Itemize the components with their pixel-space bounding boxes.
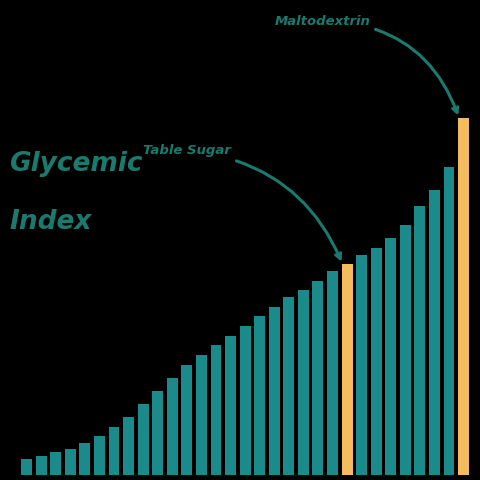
Bar [211, 346, 221, 475]
Bar [429, 190, 440, 475]
Bar [327, 271, 338, 475]
Bar [108, 427, 120, 475]
Bar [400, 226, 411, 475]
Bar [196, 355, 207, 475]
Bar [181, 365, 192, 475]
Bar [50, 453, 61, 475]
Bar [283, 297, 294, 475]
Bar [65, 449, 76, 475]
Text: Glycemic: Glycemic [9, 151, 143, 177]
Bar [152, 391, 163, 475]
Bar [225, 336, 236, 475]
Bar [356, 254, 367, 475]
Bar [444, 167, 455, 475]
Bar [94, 436, 105, 475]
Text: Maltodextrin: Maltodextrin [274, 14, 458, 112]
Bar [298, 290, 309, 475]
Bar [240, 326, 251, 475]
Bar [312, 280, 324, 475]
Bar [21, 459, 32, 475]
Bar [254, 316, 265, 475]
Bar [414, 206, 425, 475]
Bar [36, 456, 47, 475]
Bar [458, 119, 469, 475]
Text: Table Sugar: Table Sugar [143, 144, 340, 259]
Bar [269, 307, 280, 475]
Bar [342, 264, 352, 475]
Bar [79, 443, 90, 475]
Bar [123, 417, 134, 475]
Bar [138, 404, 149, 475]
Bar [371, 248, 382, 475]
Text: Index: Index [9, 209, 92, 235]
Bar [167, 378, 178, 475]
Bar [385, 239, 396, 475]
